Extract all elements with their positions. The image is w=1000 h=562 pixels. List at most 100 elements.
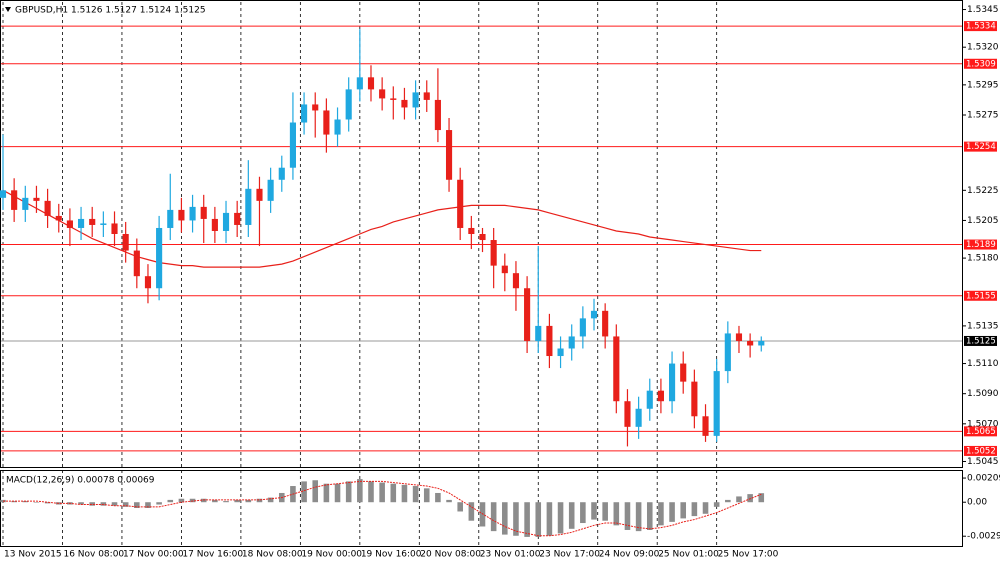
candle-body (557, 348, 564, 357)
macd-bar (167, 499, 174, 503)
candle-body (222, 212, 230, 231)
macd-panel-frame (0, 470, 963, 547)
candle-body (524, 288, 531, 341)
macd-bar (134, 502, 140, 508)
candle-body (100, 223, 107, 225)
candle-body (702, 416, 709, 436)
candle-body (66, 220, 73, 228)
macd-bar (713, 502, 720, 507)
y-tick-label: 1.5090 (967, 389, 999, 399)
level-label-box (964, 426, 997, 437)
level-label-box (964, 239, 997, 250)
macd-bar (122, 502, 129, 507)
level-label-box (964, 290, 997, 301)
level-label: 1.5309 (966, 59, 996, 69)
candle-body (501, 265, 508, 274)
macd-bar (89, 502, 95, 506)
level-label-box (964, 445, 997, 456)
candle-body (200, 206, 207, 219)
chart-title: GBPUSD,H1 1.5126 1.5127 1.5124 1.5125 (15, 6, 206, 16)
y-tick-label: 0.00 (967, 498, 987, 508)
macd-bar (357, 479, 363, 503)
candle-body (167, 209, 174, 228)
x-tick-label: 18 Nov 08:00 (242, 550, 303, 560)
candle-body (546, 325, 553, 357)
candle-body (33, 197, 40, 201)
macd-bar (22, 501, 29, 503)
candle-body (334, 119, 341, 135)
x-tick-label: 17 Nov 16:00 (182, 550, 243, 560)
level-label: 1.5334 (966, 22, 996, 32)
y-tick-label: 1.5205 (967, 216, 999, 226)
y-tick-label: 0.00209 (967, 474, 1000, 484)
candle-body (390, 98, 397, 100)
y-tick-label: 1.5135 (967, 321, 999, 331)
candle-body (367, 77, 375, 90)
candle-body (512, 273, 520, 289)
candle-body (323, 110, 330, 135)
candle-body (256, 188, 263, 201)
x-tick-label: 19 Nov 00:00 (301, 550, 362, 560)
candle-body (669, 363, 676, 402)
macd-bar (736, 496, 742, 503)
candle-body (479, 234, 486, 241)
y-tick-label: 1.5345 (967, 5, 999, 15)
macd-bar (502, 502, 508, 535)
candle-body (122, 234, 129, 251)
candle-body (289, 122, 296, 168)
menu-icon[interactable] (5, 7, 11, 12)
candle-body (613, 336, 620, 402)
candle-body (189, 206, 196, 221)
macd-bar (178, 498, 185, 503)
x-tick-label: 20 Nov 08:00 (420, 550, 481, 560)
macd-bar (446, 499, 452, 503)
candle-body (646, 390, 653, 409)
level-label: 1.5065 (966, 427, 996, 437)
candle-body (11, 190, 18, 210)
moving-average (2, 189, 762, 268)
candle-body (412, 92, 419, 108)
candle-body (535, 325, 542, 341)
candle-body (657, 390, 664, 402)
candle-body (312, 104, 319, 111)
candle-body (468, 227, 475, 234)
macd-bar (234, 499, 240, 503)
macd-bar (747, 494, 753, 503)
candle-body (55, 215, 62, 221)
x-tick-label: 23 Nov 01:00 (480, 550, 541, 560)
candle-body (423, 92, 430, 100)
candle-body (379, 89, 386, 99)
macd-title: MACD(12,26,9) 0.00078 0.00069 (6, 476, 155, 486)
macd-bar (524, 502, 530, 537)
macd-bar (0, 499, 6, 503)
candle-body (22, 197, 29, 210)
candle-body (747, 340, 754, 346)
level-label-box (964, 141, 997, 152)
candle-body (735, 333, 743, 341)
candle-body (758, 340, 765, 346)
macd-bar (423, 488, 430, 503)
candle-body (89, 218, 96, 225)
macd-bar (568, 502, 575, 529)
y-tick-label: 1.5070 (967, 419, 999, 429)
macd-bar (580, 502, 586, 524)
macd-bar (591, 502, 597, 520)
candle-body (680, 363, 687, 382)
x-tick-label: 25 Nov 17:00 (718, 550, 779, 560)
macd-bar (758, 493, 765, 503)
macd-bar (368, 481, 374, 503)
x-tick-label: 19 Nov 16:00 (361, 550, 422, 560)
macd-bar (490, 502, 497, 532)
x-tick-label: 24 Nov 09:00 (599, 550, 660, 560)
candle-body (111, 223, 118, 234)
level-label: 1.5052 (966, 446, 996, 456)
macd-bar (602, 502, 608, 521)
y-tick-label: 1.5295 (967, 80, 999, 90)
macd-bar (323, 483, 330, 503)
current-price-label: 1.5125 (966, 336, 996, 346)
candle-body (590, 310, 598, 319)
y-tick-label: 1.5320 (967, 43, 999, 53)
macd-bar (11, 501, 17, 503)
candle-body (301, 104, 308, 123)
